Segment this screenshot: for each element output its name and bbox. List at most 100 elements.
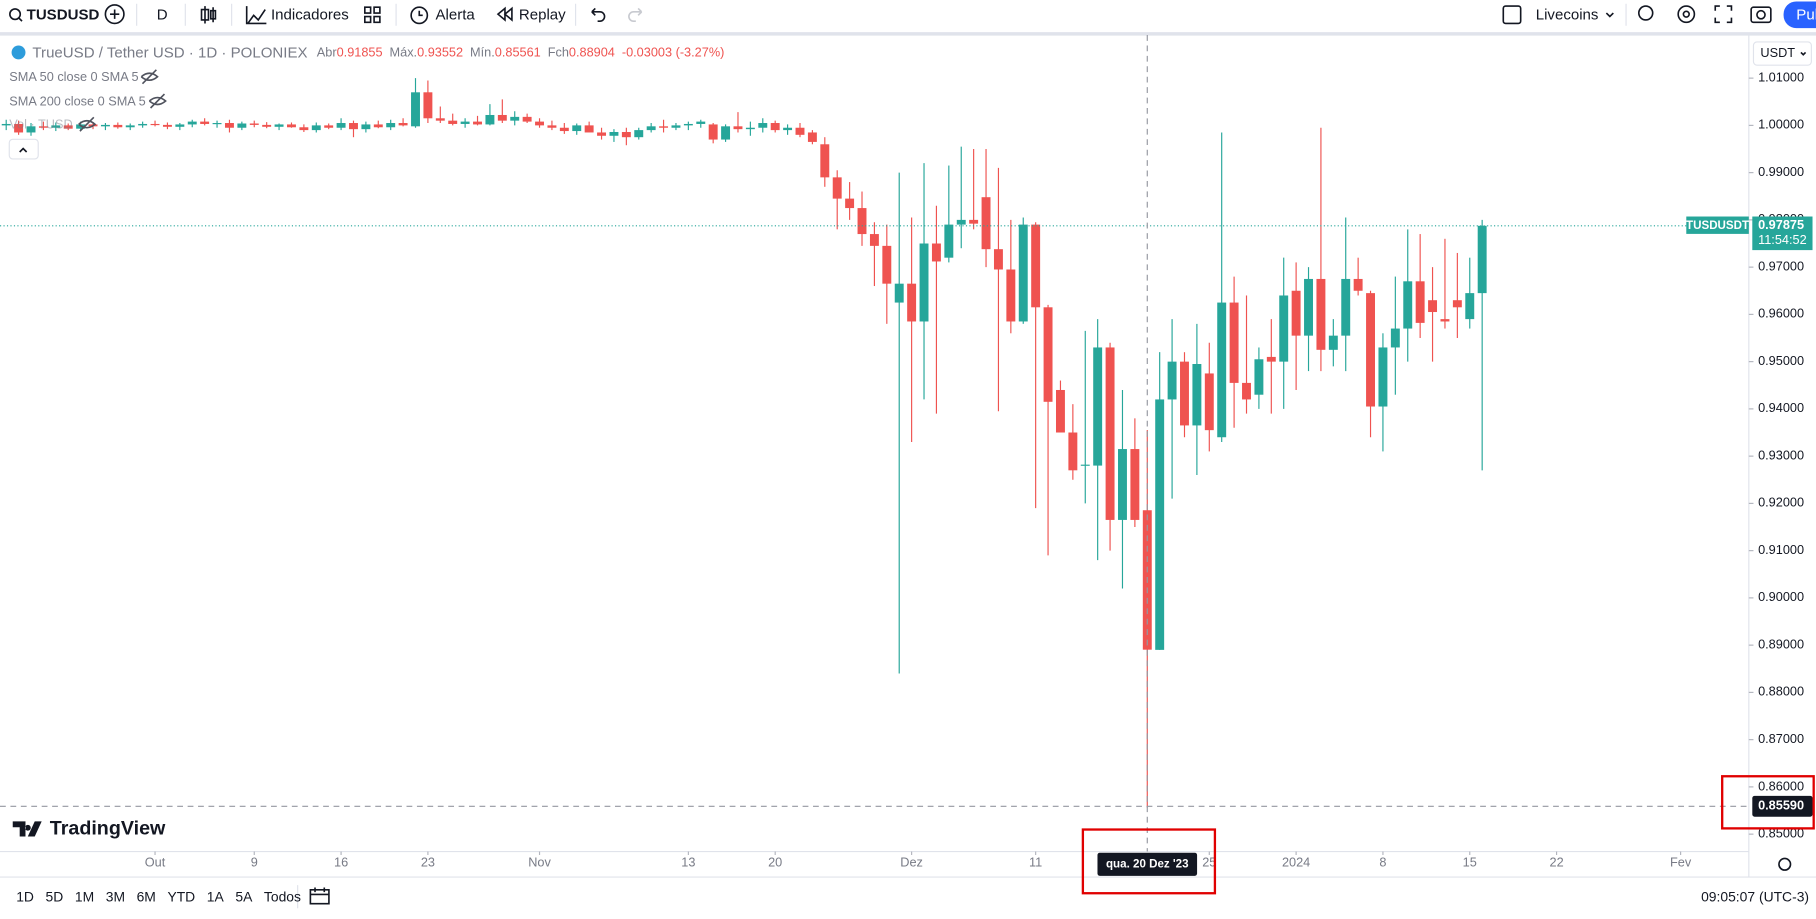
legend-high-label: Máx. [390, 45, 418, 60]
layout-checkbox[interactable] [1502, 5, 1522, 25]
range-button[interactable]: 5D [46, 889, 64, 905]
clock[interactable]: 09:05:07 (UTC-3) [1701, 889, 1809, 905]
legend-low: 0.85561 [495, 45, 541, 60]
hidden-eye[interactable] [148, 93, 167, 109]
candle-body [1155, 399, 1165, 650]
candle-body [944, 224, 954, 258]
x-tick-label: 8 [1379, 854, 1386, 869]
y-tick-label: 0.87000 [1758, 731, 1804, 746]
layout-name[interactable]: Livecoins [1536, 6, 1599, 23]
candle-body [535, 121, 544, 126]
range-button[interactable]: 1A [207, 889, 225, 905]
candle-body [1452, 300, 1462, 308]
settings-inner [1682, 10, 1690, 18]
x-tick-label: 16 [334, 854, 348, 869]
legend: TrueUSD / Tether USD · 1D · POLONIEX Abr0… [8, 45, 724, 160]
candle-body [1167, 361, 1177, 400]
settings-button[interactable] [1677, 5, 1696, 24]
fullscreen-button[interactable] [1714, 5, 1733, 24]
replay-button[interactable]: Replay [519, 6, 566, 23]
candle-body [696, 121, 706, 124]
y-tick-label: 0.90000 [1758, 589, 1804, 604]
candle-body [597, 132, 607, 136]
alert-button[interactable]: Alerta [435, 6, 475, 23]
layout-chevron[interactable] [1605, 12, 1614, 18]
candle-body [547, 125, 557, 128]
legend-change: -0.03003 (-3.27%) [622, 45, 725, 60]
indicators-icon [245, 6, 267, 25]
axis-settings[interactable] [1778, 857, 1792, 871]
x-tick-label: 23 [421, 854, 435, 869]
candle-body [1465, 293, 1475, 320]
y-tick-label: 0.91000 [1758, 542, 1804, 557]
layouts-button[interactable] [364, 6, 381, 24]
range-button[interactable]: 6M [137, 889, 156, 905]
candle-body [1477, 225, 1487, 294]
crosshair-date-label: qua. 20 Dez '23 [1106, 858, 1189, 870]
publish-button[interactable] [1783, 1, 1816, 29]
redo-button[interactable] [628, 7, 643, 22]
candle-body [869, 234, 879, 246]
range-button[interactable]: 3M [106, 889, 125, 905]
compare-button[interactable] [104, 4, 125, 25]
candle-body [783, 127, 793, 131]
candle-body [584, 125, 594, 133]
candle-body [907, 283, 917, 322]
candle-body [1068, 432, 1078, 471]
y-tick-label: 0.93000 [1758, 447, 1804, 462]
candle-body [820, 144, 830, 178]
range-button[interactable]: 1D [16, 889, 34, 905]
candle-body [745, 127, 755, 130]
candle-body [795, 127, 805, 135]
candle-body [125, 125, 135, 128]
indicators-button[interactable]: Indicadores [271, 6, 349, 23]
hidden-eye[interactable] [140, 69, 159, 85]
candle-body [150, 123, 160, 126]
candle-body [1440, 319, 1450, 322]
go-to-date[interactable] [309, 887, 330, 905]
replay-icon [496, 6, 513, 22]
countdown: 11:54:52 [1758, 232, 1807, 247]
candle-body [981, 197, 991, 250]
candle-body [1304, 278, 1313, 336]
candle-body [1428, 300, 1438, 313]
chart-type-button[interactable] [200, 6, 217, 24]
currency-button[interactable] [1752, 41, 1812, 66]
candle-body [51, 125, 61, 128]
candle-body [175, 124, 185, 127]
candle-body [659, 126, 669, 128]
range-button[interactable]: 5A [235, 889, 253, 905]
alert-icon-hands [418, 10, 423, 17]
range-button[interactable]: Todos [264, 889, 301, 905]
interval-button[interactable]: D [157, 6, 168, 23]
undo-button[interactable] [591, 7, 606, 22]
legend-close-label: Fch [548, 45, 569, 60]
watermark-text: TradingView [50, 818, 166, 840]
candle-body [733, 126, 743, 130]
range-button[interactable]: 1M [75, 889, 94, 905]
y-tick-label: 1.01000 [1758, 69, 1804, 84]
quick-search-button[interactable] [1637, 5, 1654, 21]
x-tick-label: 9 [251, 854, 258, 869]
candle-body [287, 124, 296, 128]
y-tick-label: 0.89000 [1758, 637, 1804, 652]
candle-body [1118, 449, 1127, 520]
alert-icon [410, 6, 429, 25]
range-button[interactable]: YTD [167, 889, 195, 905]
publish-label: Pub [1796, 6, 1816, 23]
search-icon[interactable] [9, 8, 22, 21]
hidden-eye[interactable] [78, 116, 97, 132]
x-tick-label: 25 [1202, 854, 1216, 869]
snapshot-lens [1756, 9, 1766, 20]
candle-body [1180, 361, 1189, 426]
symbol-search[interactable]: TUSDUSD [27, 6, 100, 23]
candle-body [1105, 347, 1115, 520]
legend-line: TrueUSD / Tether USD · 1D · POLONIEX Abr0… [32, 45, 724, 62]
candle-body [1043, 307, 1053, 402]
candle-body [807, 132, 817, 142]
candles [1, 78, 1487, 808]
snapshot-button[interactable] [1750, 6, 1772, 24]
currency-chevron [1800, 51, 1807, 56]
search-icon-handle [17, 17, 23, 22]
